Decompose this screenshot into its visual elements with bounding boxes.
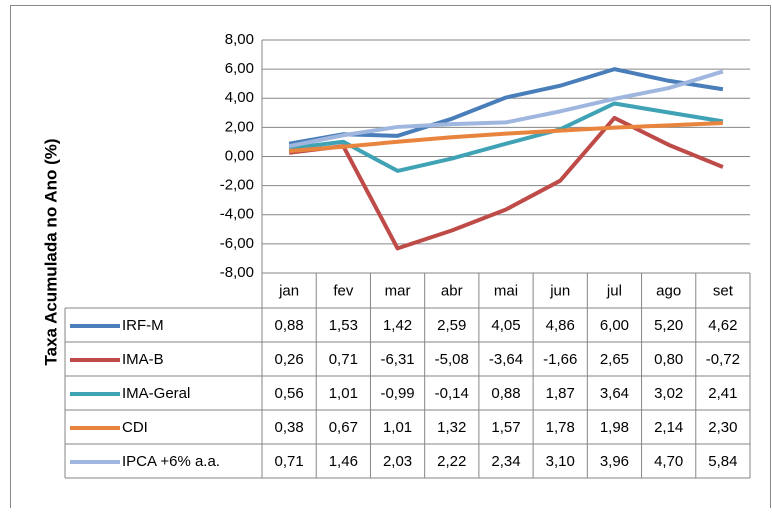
series-line [288, 121, 723, 153]
table-cell: 0,71 [329, 351, 358, 368]
table-cell: 0,56 [275, 385, 304, 402]
table-cell: 5,20 [654, 317, 683, 334]
table-cell: 2,03 [383, 453, 412, 470]
table-cell: 1,98 [600, 419, 629, 436]
table-cell: 3,10 [546, 453, 575, 470]
table-cell: 2,14 [654, 419, 683, 436]
table-cell: 5,84 [708, 453, 737, 470]
table-cell: 4,62 [708, 317, 737, 334]
table-cell: 1,32 [437, 419, 466, 436]
series-line [288, 67, 724, 146]
table-cell: -0,14 [435, 385, 469, 402]
table-cell: 1,42 [383, 317, 412, 334]
table-cell: 3,96 [600, 453, 629, 470]
table-cell: -6,31 [380, 351, 414, 368]
table-cell: 6,00 [600, 317, 629, 334]
table-cell: 4,70 [654, 453, 683, 470]
y-tick-label: -6,00 [220, 235, 254, 252]
y-tick-label: -4,00 [220, 206, 254, 223]
table-cell: -0,99 [380, 385, 414, 402]
x-tick-label: jun [549, 282, 570, 299]
table-cell: 1,01 [383, 419, 412, 436]
y-axis-title: Taxa Acumulada no Ano (%) [41, 138, 60, 365]
table-cell: 0,88 [275, 317, 304, 334]
table-cell: 0,67 [329, 419, 358, 436]
table-cell: 2,30 [708, 419, 737, 436]
table-cell: 4,86 [546, 317, 575, 334]
x-tick-label: ago [656, 282, 681, 299]
x-tick-label: abr [441, 282, 463, 299]
table-cell: 2,22 [437, 453, 466, 470]
y-tick-label: 4,00 [225, 89, 254, 106]
table-cell: 2,59 [437, 317, 466, 334]
y-tick-label: 2,00 [225, 118, 254, 135]
table-cell: 1,87 [546, 385, 575, 402]
table-cell: 1,57 [491, 419, 520, 436]
table-cell: 0,80 [654, 351, 683, 368]
table-cell: -5,08 [435, 351, 469, 368]
x-tick-label: mar [385, 282, 411, 299]
x-tick-label: mai [494, 282, 518, 299]
table-cell: 1,46 [329, 453, 358, 470]
legend-label: IMA-Geral [122, 385, 190, 402]
y-tick-label: 6,00 [225, 60, 254, 77]
table-cell: 4,05 [491, 317, 520, 334]
table-cell: -3,64 [489, 351, 523, 368]
table-cell: 0,88 [491, 385, 520, 402]
table-cell: 3,64 [600, 385, 629, 402]
table-cell: 1,78 [546, 419, 575, 436]
table-cell: 1,01 [329, 385, 358, 402]
y-tick-label: -2,00 [220, 177, 254, 194]
series-line [288, 101, 724, 173]
chart-border [10, 5, 771, 513]
x-tick-label: jan [278, 282, 299, 299]
series-line [288, 115, 724, 251]
table-cell: 2,65 [600, 351, 629, 368]
legend-label: IRF-M [122, 317, 164, 334]
table-cell: 0,71 [275, 453, 304, 470]
y-tick-label: 8,00 [225, 31, 254, 48]
x-tick-label: set [713, 282, 734, 299]
table-cell: 2,34 [491, 453, 520, 470]
y-tick-label: -8,00 [220, 264, 254, 281]
table-cell: -1,66 [543, 351, 577, 368]
legend-label: CDI [122, 419, 148, 436]
legend-label: IMA-B [122, 351, 164, 368]
legend-label: IPCA +6% a.a. [122, 453, 220, 470]
table-cell: 3,02 [654, 385, 683, 402]
table-cell: 0,38 [275, 419, 304, 436]
x-tick-label: fev [333, 282, 354, 299]
series-line [288, 69, 724, 149]
x-tick-label: jul [606, 282, 622, 299]
table-cell: 1,53 [329, 317, 358, 334]
table-cell: 0,26 [275, 351, 304, 368]
table-cell: -0,72 [706, 351, 740, 368]
table-cell: 2,41 [708, 385, 737, 402]
y-tick-label: 0,00 [225, 147, 254, 164]
